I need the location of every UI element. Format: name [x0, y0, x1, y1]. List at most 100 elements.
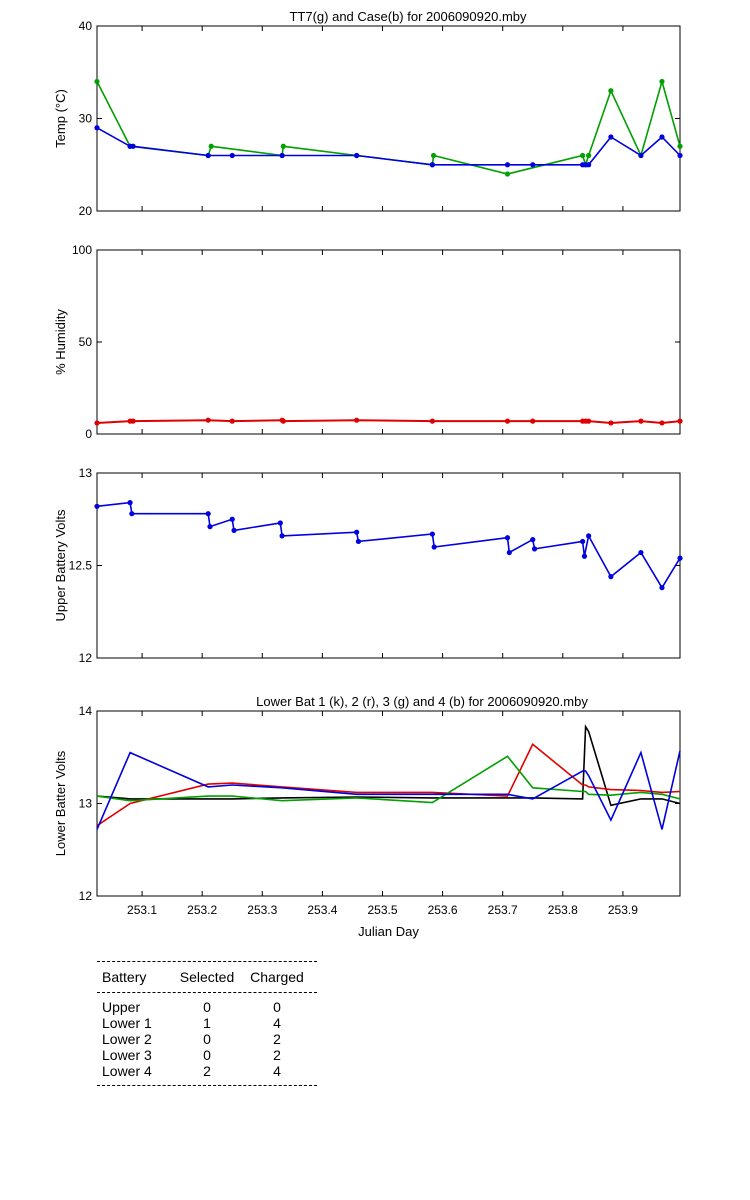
chart-panel-4: [96, 710, 681, 897]
y-tick-label: 50: [79, 335, 93, 349]
data-point: [229, 152, 235, 159]
data-point: [354, 152, 360, 159]
data-point: [530, 418, 536, 424]
x-tick-label: 253.8: [548, 903, 578, 917]
row-charged: 4: [273, 1063, 281, 1079]
y-tick-label: 40: [79, 19, 93, 33]
series-line-lower-1: [96, 724, 681, 807]
data-point: [677, 418, 683, 424]
y-axis-label: Upper Battery Volts: [53, 509, 68, 621]
data-point: [586, 152, 592, 159]
data-point: [530, 162, 536, 168]
y-tick-label: 13: [79, 466, 93, 480]
data-point: [279, 152, 285, 159]
chart-panel-3: [94, 472, 683, 659]
y-tick-label: 12: [79, 651, 93, 665]
data-point: [208, 143, 214, 149]
data-point: [280, 418, 286, 424]
series-line-lower-3: [96, 755, 681, 804]
x-tick-label: 253.1: [127, 903, 157, 917]
row-selected: 2: [203, 1063, 211, 1079]
series-line-lower-2: [96, 743, 681, 827]
row-selected: 0: [203, 999, 211, 1015]
data-point: [504, 171, 511, 177]
chart-panel-2: [94, 249, 683, 435]
row-battery: Lower 4: [102, 1063, 152, 1079]
data-point: [430, 152, 437, 159]
x-tick-label: 253.7: [488, 903, 518, 917]
row-selected: 0: [203, 1047, 211, 1063]
row-battery: Lower 2: [102, 1031, 152, 1047]
header-charged: Charged: [250, 969, 304, 985]
data-point: [229, 418, 235, 424]
header-selected: Selected: [179, 969, 235, 985]
chart-title: TT7(g) and Case(b) for 2006090920.mby: [289, 9, 527, 24]
y-tick-label: 0: [85, 427, 92, 441]
series-line-upper: [96, 501, 681, 590]
data-point: [205, 152, 211, 159]
data-point: [277, 520, 283, 526]
data-point: [431, 544, 437, 550]
x-tick-label: 253.6: [428, 903, 458, 917]
data-point: [504, 162, 511, 168]
row-selected: 0: [203, 1031, 211, 1047]
data-point: [205, 417, 211, 423]
data-point: [677, 152, 683, 159]
plot-frame: [96, 472, 681, 659]
y-tick-label: 12.5: [69, 559, 93, 573]
plot-frame: [96, 249, 681, 435]
data-point: [130, 418, 136, 424]
data-point: [608, 420, 614, 426]
y-tick-label: 14: [79, 704, 93, 718]
row-charged: 0: [273, 999, 281, 1015]
data-point: [504, 418, 511, 424]
data-point: [608, 574, 614, 580]
data-point: [94, 503, 100, 509]
data-point: [207, 524, 213, 530]
x-tick-label: 253.9: [608, 903, 638, 917]
data-point: [506, 549, 512, 556]
data-point: [586, 533, 592, 539]
data-point: [279, 533, 285, 539]
data-point: [677, 555, 683, 561]
series-line-lower-4: [96, 750, 681, 830]
data-point: [580, 152, 586, 159]
data-point: [586, 162, 592, 168]
row-battery: Lower 3: [102, 1047, 152, 1063]
y-tick-label: 12: [79, 889, 93, 903]
data-point: [608, 88, 614, 94]
data-point: [94, 420, 100, 426]
data-point: [130, 143, 136, 149]
data-point: [94, 125, 100, 131]
data-point: [354, 529, 360, 535]
data-point: [638, 418, 644, 424]
table-top-rule: [97, 961, 317, 962]
data-point: [659, 585, 665, 591]
row-battery: Lower 1: [102, 1015, 152, 1031]
row-charged: 2: [273, 1047, 281, 1063]
data-point: [429, 531, 435, 537]
row-charged: 4: [273, 1015, 281, 1031]
data-point: [531, 546, 538, 552]
data-point: [429, 418, 435, 424]
plot-frame: [96, 710, 681, 897]
x-tick-label: 253.5: [367, 903, 397, 917]
row-charged: 2: [273, 1031, 281, 1047]
y-tick-label: 13: [79, 797, 93, 811]
y-tick-label: 20: [79, 204, 93, 218]
data-point: [504, 535, 511, 541]
data-point: [638, 152, 644, 159]
data-point: [229, 516, 235, 522]
y-tick-label: 100: [72, 243, 92, 257]
row-selected: 1: [203, 1015, 211, 1031]
data-point: [355, 538, 362, 545]
data-point: [129, 511, 135, 517]
data-point: [677, 143, 683, 149]
table-header-rule: [97, 992, 317, 993]
data-point: [638, 549, 644, 556]
data-point: [231, 527, 237, 533]
chart-title: Lower Bat 1 (k), 2 (r), 3 (g) and 4 (b) …: [256, 694, 588, 709]
table-row: Lower 3 0 2: [97, 1047, 317, 1063]
row-battery: Upper: [102, 999, 141, 1015]
plot-frame: [96, 25, 681, 212]
